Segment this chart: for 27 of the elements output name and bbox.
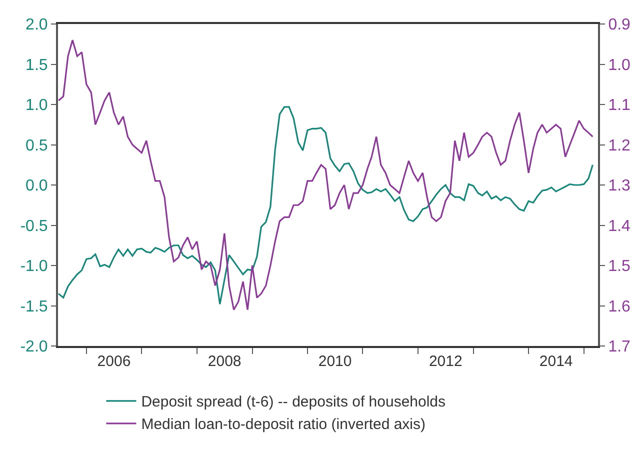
- line-series: [58, 106, 594, 305]
- y-tick-label: -1.0: [20, 258, 48, 276]
- y-tick-label: 2.0: [26, 16, 48, 34]
- y2-tick-label: 1.3: [608, 178, 631, 195]
- line-series: [58, 39, 594, 311]
- x-tick-label: 2010: [318, 352, 352, 370]
- x-tick-label: 2008: [208, 352, 242, 370]
- y-tick-label: 0.5: [26, 137, 48, 154]
- y2-tick-label: 0.9: [608, 16, 631, 34]
- x-tick-label: 2014: [539, 352, 573, 370]
- y2-tick-label: 1.0: [608, 56, 631, 74]
- legend-label: Median loan-to-deposit ratio (inverted axis): [141, 416, 426, 434]
- y2-tick-label: 1.1: [608, 97, 631, 114]
- y-tick-label: -2.0: [20, 338, 48, 356]
- y-tick-label: 1.0: [26, 97, 48, 114]
- y2-tick-label: 1.6: [608, 298, 631, 316]
- x-tick-label: 2012: [428, 352, 462, 370]
- x-tick-label: 2006: [97, 352, 131, 370]
- y2-tick-label: 1.5: [608, 258, 631, 276]
- y-tick-label: 0.0: [26, 178, 48, 195]
- y2-tick-label: 1.4: [608, 218, 631, 235]
- y-tick-label: 1.5: [26, 56, 48, 74]
- y-tick-label: -1.5: [20, 298, 48, 316]
- legend-label: Deposit spread (t-6) -- deposits of households: [141, 394, 446, 411]
- y2-tick-label: 1.7: [608, 338, 631, 356]
- y2-tick-label: 1.2: [608, 137, 631, 154]
- y-tick-label: -0.5: [20, 218, 48, 235]
